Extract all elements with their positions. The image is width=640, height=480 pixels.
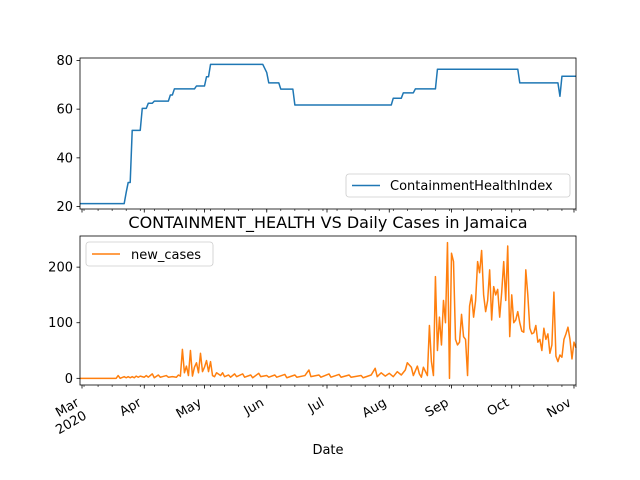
top-y-tick-label: 80	[56, 54, 73, 69]
top-axes-frame	[79, 57, 577, 210]
containment-health-line	[80, 63, 576, 205]
bottom-y-tick-label: 0	[65, 372, 73, 387]
bottom-chart-title: CONTAINMENT_HEALTH VS Daily Cases in Jam…	[128, 213, 527, 233]
new-cases-line	[80, 241, 577, 380]
bottom-axes-frame	[79, 235, 577, 386]
top-legend-box	[345, 173, 571, 198]
bottom-legend-box	[85, 241, 214, 267]
bottom-legend: new_cases	[85, 241, 214, 267]
top-y-ticks: 20 40 60 80	[56, 54, 80, 215]
top-y-tick-label: 20	[56, 200, 73, 215]
top-axes: 20 40 60 80 ContainmentHealthIndex	[56, 54, 577, 215]
x-tick-label-line: Jul	[305, 395, 327, 416]
top-legend-label: ContainmentHealthIndex	[390, 179, 553, 194]
top-legend: ContainmentHealthIndex	[345, 173, 571, 198]
x-axis-label: Date	[312, 443, 343, 458]
bottom-y-tick-label: 100	[48, 316, 73, 331]
bottom-legend-label: new_cases	[131, 248, 201, 263]
bottom-y-ticks: 0 100 200	[48, 261, 80, 387]
x-tick-label: Jul	[305, 395, 327, 416]
top-y-tick-label: 40	[56, 151, 73, 166]
top-y-tick-label: 60	[56, 103, 73, 118]
bottom-y-tick-label: 200	[48, 261, 73, 276]
